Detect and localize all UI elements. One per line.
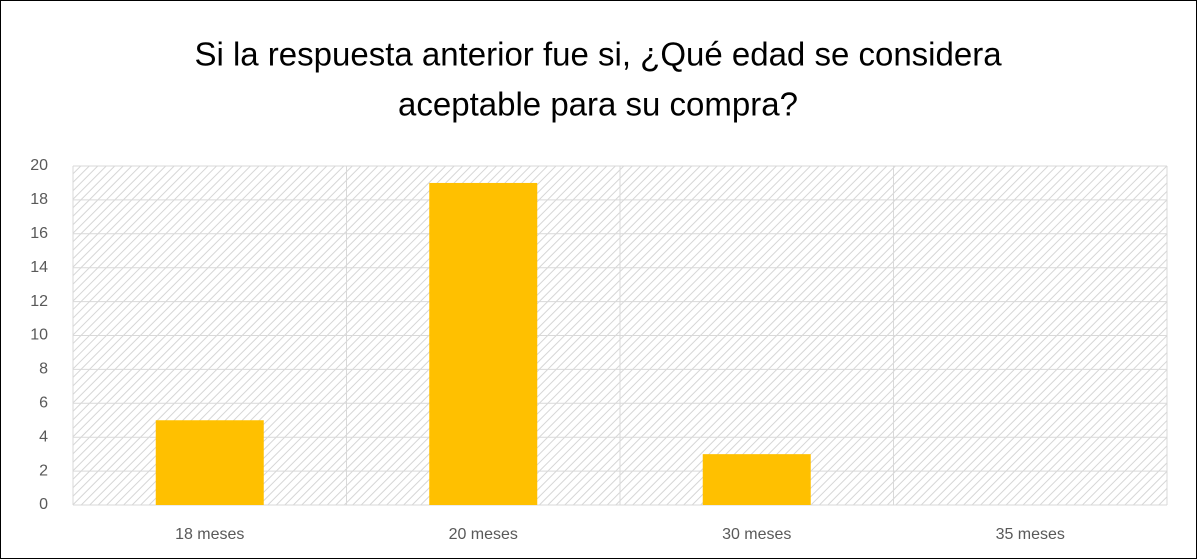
y-tick-label: 12 — [30, 293, 48, 310]
bar — [429, 182, 538, 505]
chart-title: Si la respuesta anterior fue si, ¿Qué ed… — [194, 36, 1002, 73]
y-tick-label: 14 — [30, 259, 48, 276]
bar — [702, 454, 811, 505]
x-tick-label: 20 meses — [449, 526, 518, 543]
x-tick-label: 18 meses — [175, 526, 244, 543]
x-tick-label: 35 meses — [996, 526, 1065, 543]
y-tick-label: 10 — [30, 327, 48, 344]
chart-title: aceptable para su compra? — [398, 86, 798, 123]
y-tick-label: 0 — [39, 496, 48, 513]
y-tick-label: 20 — [30, 157, 48, 174]
x-tick-label: 30 meses — [722, 526, 791, 543]
y-tick-label: 2 — [39, 462, 48, 479]
y-tick-label: 8 — [39, 361, 48, 378]
y-tick-label: 18 — [30, 191, 48, 208]
bar — [155, 420, 264, 505]
y-tick-label: 16 — [30, 225, 48, 242]
y-tick-label: 4 — [39, 428, 48, 445]
y-tick-label: 6 — [39, 395, 48, 412]
